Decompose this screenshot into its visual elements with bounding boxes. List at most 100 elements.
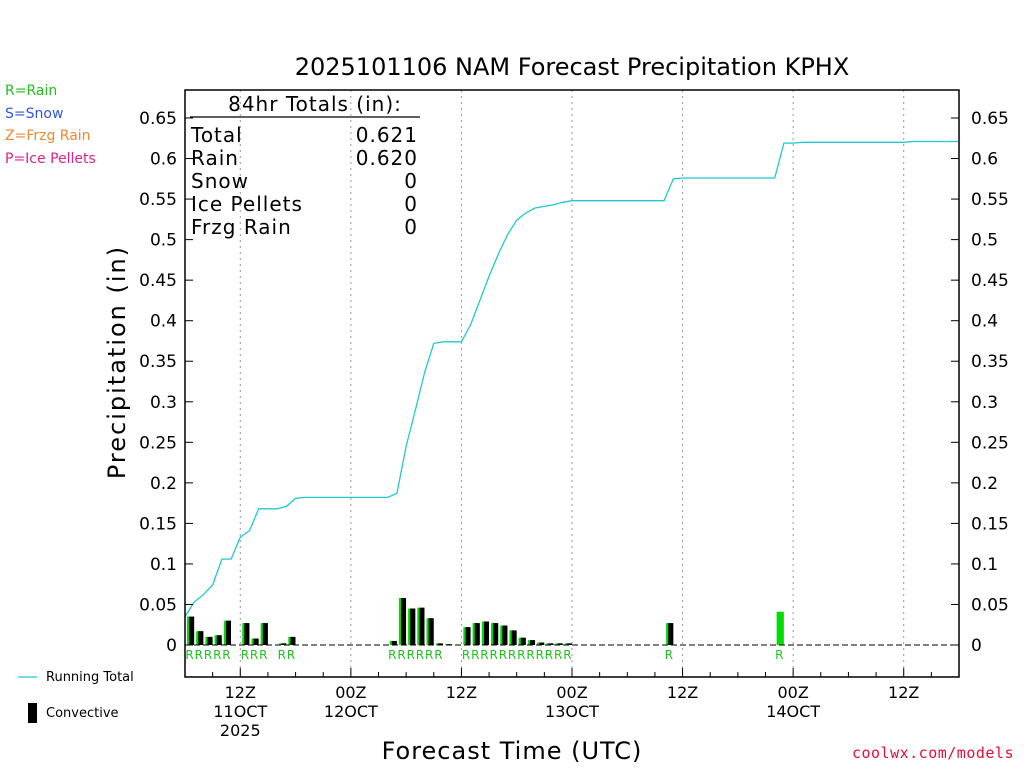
convective-bar <box>244 623 250 645</box>
xtick-label-3-1: 00Z <box>556 683 587 702</box>
convective-bar <box>502 625 508 645</box>
convective-bar <box>557 643 563 645</box>
type-marker: R <box>287 648 295 662</box>
totals-value-3: 0 <box>404 192 418 216</box>
ytick-label-left-1: 0.05 <box>139 595 177 615</box>
convective-bar <box>428 618 434 645</box>
convective-swatch <box>28 703 37 723</box>
convective-bar <box>483 621 489 645</box>
xtick-label-1-1: 00Z <box>335 683 366 702</box>
convective-bar <box>520 637 526 645</box>
totals-heading: 84hr Totals (in): <box>228 92 402 116</box>
xtick-label-5-1: 00Z <box>777 683 808 702</box>
convective-bar <box>511 630 517 645</box>
convective-bar <box>668 623 674 645</box>
ytick-label-left-4: 0.2 <box>150 474 177 494</box>
legend-snow: S=Snow <box>5 105 64 122</box>
ytick-label-right-7: 0.35 <box>971 352 1009 372</box>
totals-label-0: Total <box>190 123 243 147</box>
xtick-label-5-2: 14OCT <box>766 702 820 721</box>
totals-label-3: Ice Pellets <box>191 192 303 216</box>
convective-bar <box>530 640 536 645</box>
xtick-label-6-1: 12Z <box>888 683 919 702</box>
convective-bar <box>207 636 213 645</box>
type-marker: R <box>388 648 396 662</box>
ytick-label-right-6: 0.3 <box>971 393 998 413</box>
type-marker: R <box>480 648 488 662</box>
xtick-label-3-2: 13OCT <box>545 702 599 721</box>
precip-bar <box>776 611 784 645</box>
type-marker: R <box>462 648 470 662</box>
type-marker: R <box>545 648 553 662</box>
type-marker: R <box>397 648 405 662</box>
xtick-label-0-2: 11OCT <box>213 702 267 721</box>
credit-link[interactable]: coolwx.com/models <box>851 744 1014 762</box>
ytick-label-left-11: 0.55 <box>139 190 177 210</box>
type-marker: R <box>407 648 415 662</box>
convective-bar <box>548 643 554 645</box>
ytick-label-left-12: 0.6 <box>150 150 177 170</box>
convective-bar <box>262 623 268 645</box>
convective-legend-label: Convective <box>46 706 119 721</box>
convective-bar <box>493 623 499 645</box>
ytick-label-left-8: 0.4 <box>150 312 177 332</box>
totals-value-1: 0.620 <box>356 146 418 170</box>
type-marker: R <box>526 648 534 662</box>
type-marker: R <box>554 648 562 662</box>
convective-bar <box>474 623 480 645</box>
y-axis: 0 00.05 0.050.1 0.10.15 0.150.2 0.20.25 0.250.… <box>139 109 1009 656</box>
convective-bar <box>253 638 259 645</box>
ytick-label-left-2: 0.1 <box>150 555 177 575</box>
ytick-label-left-6: 0.3 <box>150 393 177 413</box>
ytick-label-right-8: 0.4 <box>971 312 998 332</box>
totals-label-1: Rain <box>191 146 239 170</box>
ytick-label-right-10: 0.5 <box>971 231 998 251</box>
type-marker: R <box>563 648 571 662</box>
totals-label-4: Frzg Rain <box>191 215 292 239</box>
y-axis-label: Precipitation (in) <box>103 245 131 479</box>
ytick-label-left-10: 0.5 <box>150 231 177 251</box>
ytick-label-right-5: 0.25 <box>971 433 1009 453</box>
bars-group <box>186 597 784 645</box>
totals-value-2: 0 <box>404 169 418 193</box>
type-marker: R <box>204 648 212 662</box>
type-marker: R <box>425 648 433 662</box>
ytick-label-left-0: 0 <box>166 636 177 656</box>
xtick-label-0-3: 2025 <box>220 721 261 740</box>
type-marker: R <box>499 648 507 662</box>
totals-label-2: Snow <box>191 169 249 193</box>
ytick-label-left-7: 0.35 <box>139 352 177 372</box>
chart-title: 2025101106 NAM Forecast Precipitation KP… <box>295 53 850 81</box>
ytick-label-right-12: 0.6 <box>971 150 998 170</box>
type-marker: R <box>665 648 673 662</box>
convective-bar <box>465 627 471 645</box>
type-marker: R <box>222 648 230 662</box>
grid-lines <box>239 90 905 677</box>
convective-bar <box>437 643 443 645</box>
convective-bar <box>410 608 416 645</box>
type-marker: R <box>536 648 544 662</box>
ytick-label-right-4: 0.2 <box>971 474 998 494</box>
type-marker: R <box>278 648 286 662</box>
totals-box: 84hr Totals (in): Total 0.621 Rain 0.620 Sno… <box>190 92 420 239</box>
type-marker: R <box>490 648 498 662</box>
legend-ice-pellets: P=Ice Pellets <box>5 150 96 167</box>
legend-frzg-rain: Z=Frzg Rain <box>5 128 91 144</box>
legend-rain: R=Rain <box>5 83 58 99</box>
ytick-label-right-11: 0.55 <box>971 190 1009 210</box>
ytick-label-right-13: 0.65 <box>971 109 1009 129</box>
type-marker: R <box>185 648 193 662</box>
type-marker: R <box>517 648 525 662</box>
type-marker: R <box>259 648 267 662</box>
type-marker: R <box>195 648 203 662</box>
type-marker: R <box>250 648 258 662</box>
xtick-label-4-1: 12Z <box>667 683 698 702</box>
convective-bar <box>391 640 397 645</box>
type-marker: R <box>241 648 249 662</box>
ytick-label-left-3: 0.15 <box>139 514 177 534</box>
ytick-label-right-1: 0.05 <box>971 595 1009 615</box>
totals-value-4: 0 <box>404 215 418 239</box>
convective-bar <box>281 643 287 645</box>
convective-bar <box>189 616 195 645</box>
